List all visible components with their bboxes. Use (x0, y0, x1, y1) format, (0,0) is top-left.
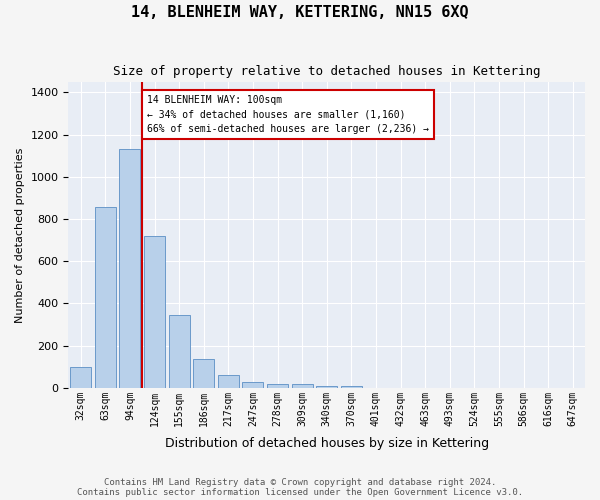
Bar (316, 386, 337, 388)
Bar (267, 384, 288, 388)
Bar (119, 150, 140, 388)
Bar (242, 382, 263, 388)
Text: Contains HM Land Registry data © Crown copyright and database right 2024.
Contai: Contains HM Land Registry data © Crown c… (77, 478, 523, 497)
Bar (70, 367, 91, 388)
Y-axis label: Number of detached properties: Number of detached properties (15, 147, 25, 322)
Text: 14, BLENHEIM WAY, KETTERING, NN15 6XQ: 14, BLENHEIM WAY, KETTERING, NN15 6XQ (131, 5, 469, 20)
Bar (95, 208, 116, 388)
Bar (144, 236, 165, 388)
Title: Size of property relative to detached houses in Kettering: Size of property relative to detached ho… (113, 65, 541, 78)
Bar (341, 386, 362, 388)
Bar (218, 375, 239, 388)
X-axis label: Distribution of detached houses by size in Kettering: Distribution of detached houses by size … (164, 437, 489, 450)
Bar (193, 360, 214, 388)
Text: 14 BLENHEIM WAY: 100sqm
← 34% of detached houses are smaller (1,160)
66% of semi: 14 BLENHEIM WAY: 100sqm ← 34% of detache… (147, 94, 429, 134)
Bar (292, 384, 313, 388)
Bar (169, 315, 190, 388)
